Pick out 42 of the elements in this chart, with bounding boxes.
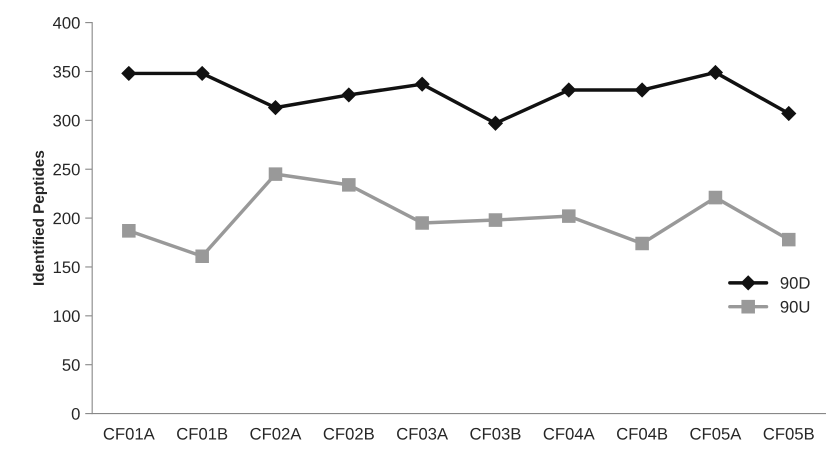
point [562, 209, 576, 223]
x-tick-label: CF05B [764, 428, 814, 440]
x-tick-label: CF01B [177, 428, 228, 440]
point [634, 82, 650, 98]
x-tick-label: CF03A [397, 428, 448, 440]
legend-label: 90D [780, 277, 810, 289]
point [194, 66, 210, 81]
y-tick-label: 400 [52, 17, 80, 29]
y-tick-label: 300 [53, 114, 80, 127]
x-tick-label: CF03B [470, 428, 521, 440]
point [782, 232, 796, 246]
point [268, 167, 282, 181]
x-tick-label: CF05A [690, 428, 742, 440]
point [781, 106, 796, 121]
y-tick-label: 150 [54, 261, 80, 274]
y-tick-label: 200 [53, 212, 80, 224]
point [708, 65, 723, 80]
point [488, 213, 502, 227]
y-tick-label: 250 [53, 164, 80, 176]
point [122, 224, 136, 238]
y-tick-label: 100 [54, 310, 80, 322]
point [195, 249, 209, 263]
y-tick-label: 350 [53, 66, 80, 78]
point [415, 216, 429, 230]
x-tick-label: CF02A [250, 428, 302, 440]
point [268, 100, 283, 116]
point [561, 82, 576, 98]
point [121, 66, 136, 81]
legend-label: 90U [780, 300, 810, 313]
x-tick-label: CF04B [617, 428, 668, 440]
point [414, 76, 430, 92]
x-tick-label: CF04A [544, 428, 595, 440]
point [342, 178, 356, 192]
y-tick-label: 0 [72, 408, 80, 420]
point [488, 116, 503, 131]
x-tick-label: CF02B [324, 428, 374, 440]
point [708, 190, 722, 204]
point [341, 88, 356, 102]
point [635, 236, 649, 250]
y-axis-title: Identified Peptides [32, 150, 48, 285]
y-tick-label: 50 [62, 359, 80, 371]
x-tick-label: CF01A [104, 428, 155, 440]
